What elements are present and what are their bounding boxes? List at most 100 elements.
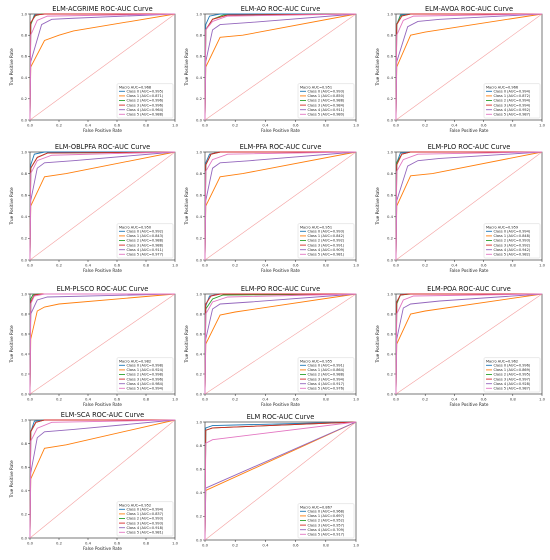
x-axis-label: False Positive Rate: [450, 128, 489, 133]
x-tick-label: 0.0: [393, 263, 400, 268]
y-axis-label: True Positive Rate: [375, 187, 380, 226]
chart-title: ELM-SCA ROC-AUC Curve: [61, 411, 144, 419]
chart-title: ELM-ACGRIME ROC-AUC Curve: [52, 5, 152, 13]
legend-entry: Class 3 (AUC=0.988): [127, 243, 164, 247]
x-tick-label: 0.6: [481, 263, 488, 268]
chance-diagonal: [204, 13, 357, 121]
roc-curve-class-5: [29, 13, 176, 121]
y-axis-label: True Positive Rate: [9, 187, 14, 226]
y-tick-label: 0.2: [387, 236, 394, 241]
y-tick-label: 0.0: [21, 535, 28, 540]
roc-curve-class-5: [204, 13, 357, 121]
y-axis-label: True Positive Rate: [184, 48, 189, 87]
legend-entry: Class 0 (AUC=0.994): [127, 508, 164, 512]
legend-macro-auc: Macro AUC=0.982: [119, 359, 151, 363]
y-tick-label: 0.2: [21, 512, 28, 517]
legend-entry: Class 1 (AUC=0.869): [494, 368, 531, 372]
x-tick-label: 0.4: [262, 123, 269, 128]
x-tick-label: 0.4: [451, 263, 458, 268]
roc-panel: ELM-ACGRIME ROC-AUC Curve 0.0 0.2 0.4 0.6 0.8…: [0, 2, 183, 142]
x-tick-label: 0.0: [393, 397, 400, 402]
y-axis-label: True Positive Rate: [184, 325, 189, 364]
legend-box: [116, 501, 174, 537]
y-tick-label: 0.6: [21, 54, 28, 59]
legend-entry: Class 4 (AUC=0.917): [308, 382, 345, 386]
x-axis-label: False Positive Rate: [83, 268, 122, 273]
roc-chart-svg: ELM-PLO ROC-AUC Curve 0.0 0.2 0.4 0.6 0.8 1.0 0…: [375, 143, 546, 273]
y-tick-label: 0.6: [196, 54, 203, 59]
x-tick-label: 0.0: [202, 543, 209, 548]
chance-diagonal: [29, 13, 176, 121]
y-tick-label: 0.2: [21, 96, 28, 101]
legend-entry: Class 3 (AUC=0.991): [308, 243, 345, 247]
legend-entry: Class 4 (AUC=0.952): [494, 108, 531, 112]
legend-entry: Class 4 (AUC=0.709): [308, 528, 345, 532]
legend-entry: Class 1 (AUC=0.848): [494, 234, 531, 238]
legend-entry: Class 2 (AUC=0.988): [127, 239, 164, 243]
legend-box: [297, 83, 355, 119]
y-tick-label: 0.4: [196, 214, 203, 219]
x-tick-label: 0.4: [85, 123, 92, 128]
y-tick-label: 0.8: [196, 443, 203, 448]
legend-entry: Class 0 (AUC=0.992): [127, 230, 164, 234]
legend-entry: Class 0 (AUC=0.993): [308, 230, 345, 234]
x-tick-label: 0.2: [422, 123, 429, 128]
legend-entry: Class 4 (AUC=0.964): [127, 108, 164, 112]
x-axis-label: False Positive Rate: [450, 268, 489, 273]
x-tick-label: 0.2: [56, 123, 63, 128]
legend-entry: Class 5 (AUC=0.982): [494, 253, 531, 257]
roc-chart-svg: ELM ROC-AUC Curve 0.0 0.2 0.4 0.6 0.8 1.0 0.0 0.…: [196, 413, 360, 548]
y-axis-label: True Positive Rate: [375, 48, 380, 87]
legend-macro-auc: Macro AUC=0.951: [300, 85, 332, 89]
roc-panel: ELM-PLO ROC-AUC Curve 0.0 0.2 0.4 0.6 0.8 1.0 0…: [366, 140, 550, 282]
roc-chart-svg: ELM-SCA ROC-AUC Curve 0.0 0.2 0.4 0.6 0.8 1.0 0…: [9, 411, 179, 551]
legend-macro-auc: Macro AUC=0.952: [119, 503, 151, 507]
legend-entry: Class 3 (AUC=0.993): [127, 521, 164, 525]
x-axis-label: False Positive Rate: [450, 402, 489, 407]
x-tick-label: 0.8: [510, 123, 517, 128]
x-tick-label: 1.0: [353, 397, 360, 402]
x-tick-label: 1.0: [539, 263, 546, 268]
legend-entry: Class 5 (AUC=0.980): [308, 113, 345, 117]
x-tick-label: 0.4: [451, 397, 458, 402]
roc-chart-svg: ELM-OBLPFA ROC-AUC Curve 0.0 0.2 0.4 0.6 0.8 1…: [9, 143, 179, 273]
y-tick-label: 0.2: [387, 96, 394, 101]
x-tick-label: 1.0: [539, 397, 546, 402]
y-tick-label: 0.6: [21, 465, 28, 470]
legend-entry: Class 3 (AUC=0.996): [127, 377, 164, 381]
roc-panel: ELM ROC-AUC Curve 0.0 0.2 0.4 0.6 0.8 1.0 0.0 0.…: [183, 408, 366, 560]
roc-panel: ELM-POA ROC-AUC Curve 0.0 0.2 0.4 0.6 0.8 1.0 0…: [366, 282, 550, 416]
legend-entry: Class 3 (AUC=0.992): [494, 243, 531, 247]
chance-diagonal: [395, 13, 543, 121]
legend-entry: Class 5 (AUC=0.994): [127, 387, 164, 391]
x-tick-label: 0.0: [27, 541, 34, 546]
chart-title: ELM-POA ROC-AUC Curve: [427, 285, 511, 293]
x-tick-label: 0.6: [481, 397, 488, 402]
legend-entry: Class 0 (AUC=0.993): [308, 90, 345, 94]
y-tick-label: 0.8: [21, 311, 28, 316]
legend-entry: Class 2 (AUC=0.994): [494, 99, 531, 103]
chance-diagonal: [29, 151, 176, 261]
y-tick-label: 0.8: [387, 33, 394, 38]
y-tick-label: 0.4: [387, 214, 394, 219]
legend-box: [297, 357, 355, 393]
legend-entry: Class 2 (AUC=0.988): [308, 373, 345, 377]
legend-entry: Class 1 (AUC=0.697): [308, 514, 345, 518]
chart-title: ELM-OBLPFA ROC-AUC Curve: [55, 143, 150, 151]
legend-box: [116, 357, 174, 393]
legend-macro-auc: Macro AUC=0.959: [486, 225, 518, 229]
roc-chart-svg: ELM-ACGRIME ROC-AUC Curve 0.0 0.2 0.4 0.6 0.8…: [9, 5, 179, 133]
x-tick-label: 0.4: [262, 543, 269, 548]
roc-curve-class-5: [395, 151, 543, 261]
x-tick-label: 0.8: [143, 541, 150, 546]
x-tick-label: 0.8: [143, 123, 150, 128]
legend-entry: Class 5 (AUC=0.981): [127, 531, 164, 535]
legend-entry: Class 3 (AUC=0.994): [494, 103, 531, 107]
y-tick-label: 0.8: [387, 171, 394, 176]
roc-curve-class-5: [204, 421, 357, 541]
x-tick-label: 0.6: [293, 263, 300, 268]
